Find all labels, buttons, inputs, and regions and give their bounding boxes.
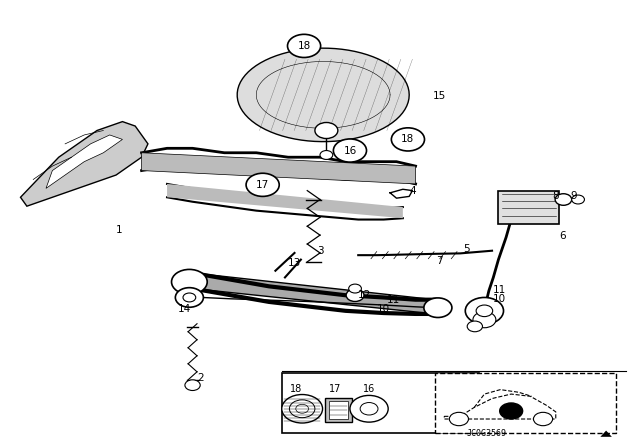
Text: 17: 17 xyxy=(329,384,342,394)
Circle shape xyxy=(287,34,321,57)
Circle shape xyxy=(315,122,338,138)
Circle shape xyxy=(183,293,196,302)
Text: 2: 2 xyxy=(197,373,204,383)
Circle shape xyxy=(473,312,496,328)
Text: 15: 15 xyxy=(433,91,447,101)
Text: 10: 10 xyxy=(377,304,390,314)
Circle shape xyxy=(185,380,200,391)
Text: 1: 1 xyxy=(116,225,123,235)
Polygon shape xyxy=(167,184,403,218)
Circle shape xyxy=(289,400,315,418)
Text: 16: 16 xyxy=(363,384,375,394)
Text: 5: 5 xyxy=(463,244,470,254)
Circle shape xyxy=(555,194,572,205)
Circle shape xyxy=(333,139,367,162)
Circle shape xyxy=(465,297,504,324)
Text: 3: 3 xyxy=(317,246,323,256)
Polygon shape xyxy=(141,153,415,184)
Bar xyxy=(282,373,479,433)
Circle shape xyxy=(572,195,584,204)
Text: 18: 18 xyxy=(401,134,415,144)
Circle shape xyxy=(392,128,424,151)
Text: 11: 11 xyxy=(387,295,400,305)
Text: JC0G3569: JC0G3569 xyxy=(467,429,507,438)
Circle shape xyxy=(534,412,552,426)
Text: 4: 4 xyxy=(409,186,416,197)
Circle shape xyxy=(349,284,362,293)
Circle shape xyxy=(360,403,378,415)
Polygon shape xyxy=(193,273,435,314)
Circle shape xyxy=(282,395,323,423)
Text: 18: 18 xyxy=(290,384,302,394)
Polygon shape xyxy=(46,135,122,188)
Circle shape xyxy=(467,321,483,332)
Bar xyxy=(499,190,559,224)
Polygon shape xyxy=(237,48,409,142)
Text: 13: 13 xyxy=(288,258,301,268)
Polygon shape xyxy=(600,431,612,437)
Text: 8: 8 xyxy=(552,191,559,201)
Circle shape xyxy=(172,269,207,294)
Bar xyxy=(325,398,352,422)
Text: 17: 17 xyxy=(256,180,269,190)
Circle shape xyxy=(449,412,468,426)
Text: 7: 7 xyxy=(436,255,443,266)
Text: 14: 14 xyxy=(179,304,191,314)
Polygon shape xyxy=(20,121,148,206)
Text: 18: 18 xyxy=(298,41,310,51)
Circle shape xyxy=(350,396,388,422)
Circle shape xyxy=(424,298,452,318)
Text: 6: 6 xyxy=(559,231,566,241)
Circle shape xyxy=(296,404,308,413)
Text: 12: 12 xyxy=(358,290,371,300)
Circle shape xyxy=(246,173,279,196)
Text: 16: 16 xyxy=(343,146,356,155)
Circle shape xyxy=(346,289,364,302)
Text: 10: 10 xyxy=(493,294,506,304)
Circle shape xyxy=(476,305,493,317)
Bar xyxy=(329,401,348,419)
Circle shape xyxy=(320,151,333,159)
Circle shape xyxy=(500,403,523,419)
Bar xyxy=(435,373,616,433)
Text: 9: 9 xyxy=(570,191,577,201)
Circle shape xyxy=(175,288,204,307)
Text: 11: 11 xyxy=(493,285,506,295)
